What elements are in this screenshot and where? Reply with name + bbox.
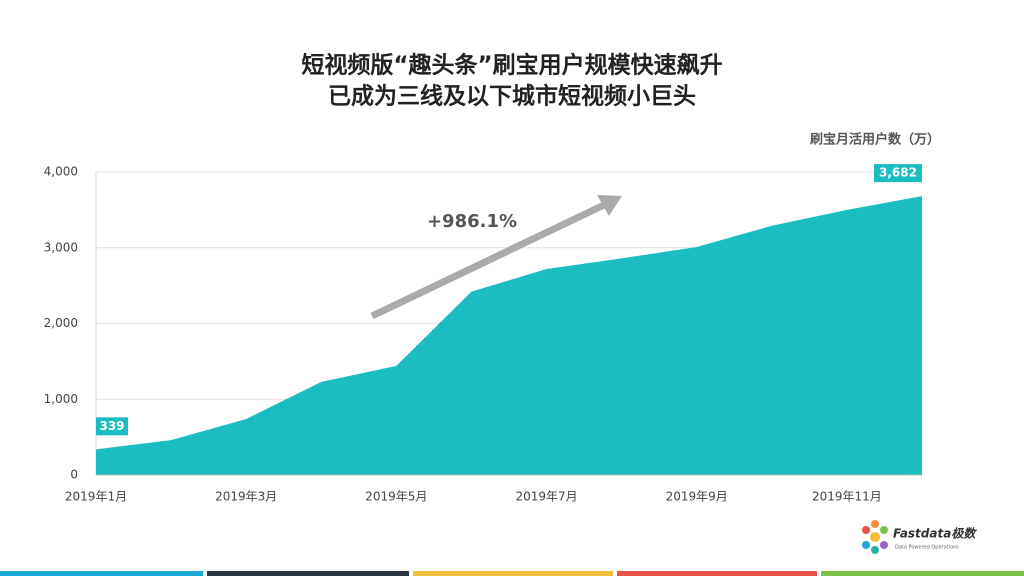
x-tick-label: 2019年11月 xyxy=(812,490,882,504)
color-bar xyxy=(617,571,817,576)
x-tick-label: 2019年7月 xyxy=(515,490,577,504)
y-axis-label: 刷宝月活用户数（万） xyxy=(810,132,940,148)
logo-dot xyxy=(862,541,870,549)
y-tick-label: 2,000 xyxy=(44,316,78,330)
x-tick-label: 2019年5月 xyxy=(365,490,427,504)
logo-dot xyxy=(871,520,879,528)
color-bar xyxy=(207,571,409,576)
logo-dot xyxy=(880,541,888,549)
color-bar xyxy=(413,571,613,576)
logo-dot xyxy=(871,546,879,554)
logo xyxy=(862,520,888,554)
value-label: 3,682 xyxy=(879,166,917,180)
y-tick-label: 3,000 xyxy=(44,240,78,254)
value-label-box xyxy=(874,164,922,183)
trend-arrow xyxy=(370,201,606,320)
x-tick-label: 2019年3月 xyxy=(215,490,277,504)
y-tick-label: 0 xyxy=(70,468,78,482)
logo-dot xyxy=(870,532,880,542)
x-tick-label: 2019年9月 xyxy=(666,490,728,504)
area xyxy=(96,196,922,475)
x-tick-label: 2019年1月 xyxy=(65,490,127,504)
color-bar xyxy=(821,571,1024,576)
chart-subtitle: 已成为三线及以下城市短视频小巨头 xyxy=(328,83,696,110)
logo-dot xyxy=(862,526,870,534)
value-label-box xyxy=(96,417,128,436)
brand: Fastdata极数 xyxy=(893,527,977,541)
annotation: +986.1% xyxy=(427,211,517,232)
chart-title: 短视频版“趣头条”刷宝用户规模快速飙升 xyxy=(301,52,722,79)
bottom-bars xyxy=(0,571,1024,576)
value-label: 339 xyxy=(99,419,124,433)
trend-arrow-head xyxy=(597,195,622,216)
brand-tagline: Data Powered Operations xyxy=(895,545,959,551)
y-tick-label: 4,000 xyxy=(44,165,78,179)
y-tick-label: 1,000 xyxy=(44,392,78,406)
color-bar xyxy=(0,571,203,576)
logo-dot xyxy=(880,526,888,534)
